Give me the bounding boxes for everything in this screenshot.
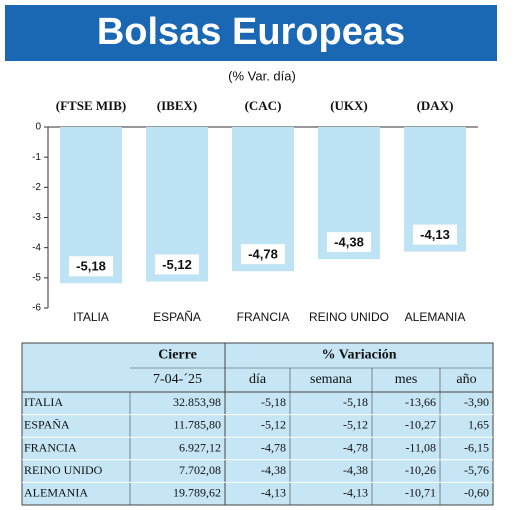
index-label: (UKX) bbox=[330, 98, 368, 113]
value-label: -4,78 bbox=[248, 247, 278, 262]
y-tick-label: -4 bbox=[32, 242, 41, 253]
table-cell: FRANCIA bbox=[24, 440, 77, 454]
value-label: -5,12 bbox=[162, 257, 192, 272]
table-cell: ALEMANIA bbox=[24, 485, 88, 499]
table-header: Cierre bbox=[158, 348, 197, 363]
chart-title: Bolsas Europeas bbox=[97, 11, 405, 53]
value-label: -5,18 bbox=[76, 259, 106, 274]
table-cell: ESPAÑA bbox=[24, 418, 70, 432]
y-tick-label: 0 bbox=[35, 122, 41, 133]
table-cell: -4,78 bbox=[261, 440, 286, 454]
x-tick-label: ITALIA bbox=[73, 310, 109, 324]
table-header: % Variación bbox=[321, 348, 396, 363]
table-cell: 7.702,08 bbox=[179, 463, 221, 477]
table-cell: -5,76 bbox=[464, 463, 489, 477]
chart-subtitle: (% Var. día) bbox=[228, 68, 296, 83]
value-label-bg bbox=[155, 254, 199, 275]
table-cell: -10,26 bbox=[405, 463, 436, 477]
table-cell: REINO UNIDO bbox=[24, 463, 103, 477]
table-cell: -5,18 bbox=[261, 395, 286, 409]
value-label-bg bbox=[327, 232, 371, 253]
table-cell: -4,38 bbox=[343, 463, 368, 477]
y-tick-label: -3 bbox=[32, 212, 41, 223]
table-cell: 1,65 bbox=[468, 418, 489, 432]
y-tick-label: -1 bbox=[32, 152, 41, 163]
table-cell: 19.789,62 bbox=[173, 485, 221, 499]
table-subheader: 7-04-´25 bbox=[153, 372, 202, 387]
title-bar bbox=[5, 5, 497, 61]
table-cell: -3,90 bbox=[464, 395, 489, 409]
table-subheader: día bbox=[249, 372, 267, 387]
value-label-bg bbox=[413, 224, 457, 245]
table-cell: 6.927,12 bbox=[179, 440, 221, 454]
table-cell: -13,66 bbox=[405, 395, 436, 409]
x-tick-label: REINO UNIDO bbox=[309, 310, 389, 324]
table-cell: ITALIA bbox=[24, 395, 63, 409]
table-cell: -4,78 bbox=[343, 440, 368, 454]
table-subheader: mes bbox=[395, 372, 418, 387]
x-tick-label: ALEMANIA bbox=[405, 310, 466, 324]
y-tick-label: -6 bbox=[32, 303, 41, 314]
table-cell: -4,13 bbox=[261, 485, 286, 499]
table-subheader: semana bbox=[310, 372, 353, 387]
table-cell: -4,38 bbox=[261, 463, 286, 477]
table-cell: -5,12 bbox=[343, 418, 368, 432]
value-label-bg bbox=[69, 256, 113, 277]
table-cell: -5,18 bbox=[343, 395, 368, 409]
y-tick-label: -2 bbox=[32, 182, 41, 193]
value-label-bg bbox=[241, 244, 285, 265]
table-cell: -10,71 bbox=[405, 485, 436, 499]
value-label: -4,38 bbox=[334, 235, 364, 250]
x-tick-label: ESPAÑA bbox=[153, 310, 201, 324]
table-bg bbox=[21, 342, 494, 506]
table-cell: -5,12 bbox=[261, 418, 286, 432]
index-label: (DAX) bbox=[417, 98, 454, 113]
value-label: -4,13 bbox=[420, 227, 450, 242]
index-label: (CAC) bbox=[245, 98, 282, 113]
table-cell: -4,13 bbox=[343, 485, 368, 499]
table-subheader: año bbox=[456, 372, 476, 387]
index-label: (FTSE MIB) bbox=[56, 98, 126, 113]
table-cell: -6,15 bbox=[464, 440, 489, 454]
table-cell: 11.785,80 bbox=[173, 418, 221, 432]
index-label: (IBEX) bbox=[157, 98, 197, 113]
table-cell: 32.853,98 bbox=[173, 395, 221, 409]
table-cell: -0,60 bbox=[464, 485, 489, 499]
y-tick-label: -5 bbox=[32, 272, 41, 283]
table-cell: -10,27 bbox=[405, 418, 436, 432]
table-cell: -11,08 bbox=[405, 440, 436, 454]
x-tick-label: FRANCIA bbox=[237, 310, 290, 324]
